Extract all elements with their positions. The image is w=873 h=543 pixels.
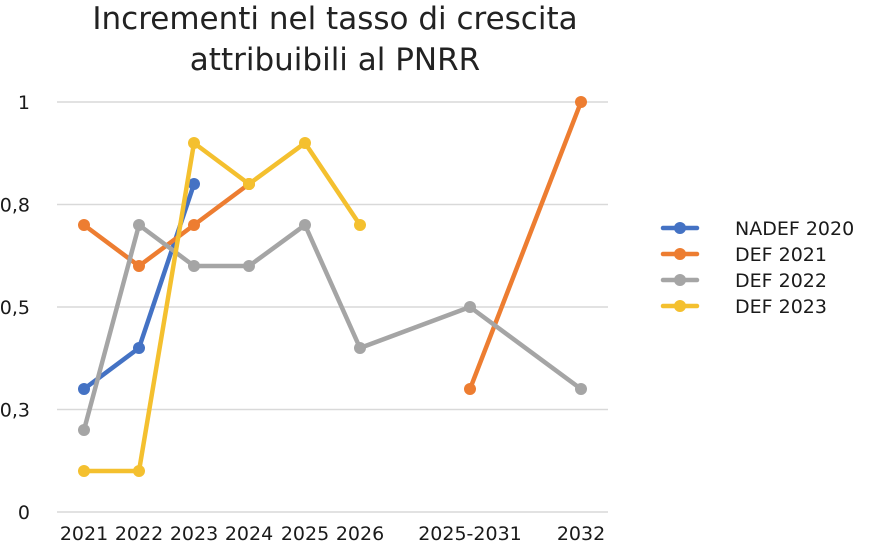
chart-title-line-2: attribuibili al PNRR bbox=[190, 42, 480, 78]
legend-swatch-marker bbox=[674, 300, 686, 312]
x-tick-label: 2026 bbox=[336, 523, 384, 543]
x-tick-label: 2023 bbox=[170, 523, 218, 543]
series-line bbox=[81, 181, 252, 269]
data-point bbox=[299, 137, 311, 149]
chart-title-line-1: Incrementi nel tasso di crescita bbox=[92, 1, 577, 37]
legend-label: DEF 2023 bbox=[735, 296, 827, 318]
data-point bbox=[78, 383, 90, 395]
legend-swatch-marker bbox=[674, 222, 686, 234]
y-tick-label: 0,8 bbox=[0, 195, 30, 217]
y-axis-ticks: 0 0,3 0,5 0,8 1 bbox=[0, 92, 30, 524]
legend-item: DEF 2022 bbox=[660, 270, 827, 292]
chart-title: Incrementi nel tasso di crescita attribu… bbox=[92, 1, 577, 78]
series-3 bbox=[78, 137, 366, 477]
series-line bbox=[81, 181, 197, 392]
data-point bbox=[188, 137, 200, 149]
data-point bbox=[188, 260, 200, 272]
legend-swatch-marker bbox=[674, 248, 686, 260]
series-1 bbox=[78, 96, 587, 395]
series-line bbox=[81, 222, 584, 433]
y-tick-label: 1 bbox=[18, 92, 30, 114]
data-point bbox=[188, 178, 200, 190]
series-group bbox=[78, 96, 587, 477]
data-point bbox=[243, 178, 255, 190]
data-point bbox=[464, 383, 476, 395]
data-point bbox=[354, 342, 366, 354]
data-point bbox=[78, 465, 90, 477]
x-tick-label: 2022 bbox=[115, 523, 163, 543]
data-point bbox=[299, 219, 311, 231]
legend-label: NADEF 2020 bbox=[735, 218, 854, 240]
y-tick-label: 0,5 bbox=[0, 297, 30, 319]
data-point bbox=[133, 260, 145, 272]
legend-item: DEF 2021 bbox=[660, 244, 827, 266]
data-point bbox=[354, 219, 366, 231]
x-tick-label: 2025 bbox=[281, 523, 329, 543]
data-point bbox=[188, 219, 200, 231]
x-tick-label: 2024 bbox=[225, 523, 273, 543]
y-tick-label: 0,3 bbox=[0, 400, 30, 422]
data-point bbox=[78, 219, 90, 231]
data-point bbox=[133, 465, 145, 477]
legend-label: DEF 2021 bbox=[735, 244, 827, 266]
legend-swatch-marker bbox=[674, 274, 686, 286]
series-line bbox=[81, 140, 363, 474]
x-tick-label: 2025-2031 bbox=[418, 523, 522, 543]
y-tick-label: 0 bbox=[18, 502, 30, 524]
series-2 bbox=[78, 219, 587, 436]
legend-item: DEF 2023 bbox=[660, 296, 827, 318]
data-point bbox=[133, 342, 145, 354]
x-tick-label: 2032 bbox=[557, 523, 605, 543]
data-point bbox=[575, 383, 587, 395]
data-point bbox=[243, 260, 255, 272]
gridlines bbox=[57, 101, 608, 513]
legend-item: NADEF 2020 bbox=[660, 218, 854, 240]
legend: NADEF 2020 DEF 2021 DEF 2022 DEF 2023 bbox=[660, 218, 854, 318]
x-tick-label: 2021 bbox=[60, 523, 108, 543]
data-point bbox=[133, 219, 145, 231]
legend-label: DEF 2022 bbox=[735, 270, 827, 292]
data-point bbox=[575, 96, 587, 108]
data-point bbox=[78, 424, 90, 436]
series-line bbox=[467, 99, 584, 392]
x-axis-ticks: 2021 2022 2023 2024 2025 2026 2025-2031 2032 bbox=[60, 523, 605, 543]
data-point bbox=[464, 301, 476, 313]
